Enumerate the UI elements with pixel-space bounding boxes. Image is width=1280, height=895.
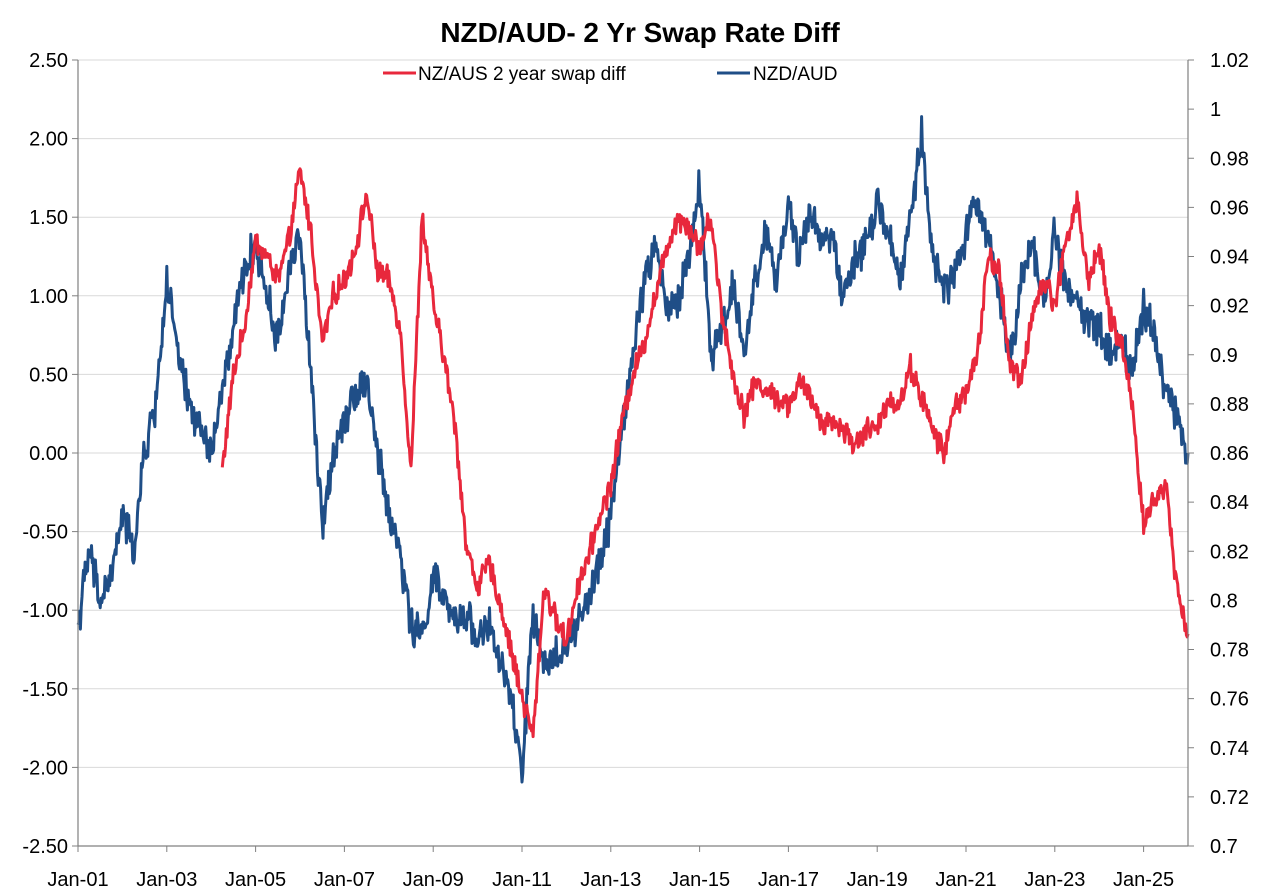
- x-axis-tick-label: Jan-11: [492, 869, 552, 891]
- legend: NZ/AUS 2 year swap diff NZD/AUD: [383, 64, 837, 85]
- left-axis-tick-label: 1.50: [29, 207, 68, 229]
- right-axis-tick-label: 0.78: [1210, 640, 1249, 662]
- x-axis-tick-label: Jan-25: [1113, 869, 1174, 891]
- x-axis-tick-label: Jan-21: [935, 869, 996, 891]
- legend-label: NZ/AUS 2 year swap diff: [418, 64, 626, 85]
- right-axis-tick-label: 0.76: [1210, 689, 1249, 711]
- legend-label: NZD/AUD: [753, 64, 837, 85]
- left-axis-tick-label: 2.50: [29, 50, 68, 72]
- x-axis-tick-label: Jan-05: [225, 869, 286, 891]
- x-axis-tick-label: Jan-01: [47, 869, 108, 891]
- right-axis-tick-label: 0.84: [1210, 492, 1249, 514]
- right-axis-tick-label: 0.94: [1210, 247, 1249, 269]
- x-axis-tick-label: Jan-19: [847, 869, 908, 891]
- right-axis-tick-label: 0.88: [1210, 394, 1249, 416]
- left-axis-tick-label: -2.50: [22, 836, 68, 858]
- left-axis-tick-label: -1.00: [22, 600, 68, 622]
- right-axis-tick-label: 0.7: [1210, 836, 1238, 858]
- x-axis-tick-label: Jan-07: [314, 869, 375, 891]
- right-axis-tick-label: 0.72: [1210, 787, 1249, 809]
- left-axis-tick-label: -0.50: [22, 522, 68, 544]
- right-axis-tick-label: 0.74: [1210, 738, 1249, 760]
- left-axis-tick-label: 2.00: [29, 129, 68, 151]
- series-layer: [76, 115, 1190, 784]
- left-axis-tick-label: 0.00: [29, 443, 68, 465]
- right-axis-tick-label: 0.86: [1210, 443, 1249, 465]
- right-axis-tick-label: 0.98: [1210, 148, 1249, 170]
- x-axis-tick-label: Jan-03: [136, 869, 197, 891]
- chart-title: NZD/AUD- 2 Yr Swap Rate Diff: [440, 17, 840, 48]
- left-axis-tick-label: 0.50: [29, 364, 68, 386]
- right-axis-tick-label: 1: [1210, 99, 1221, 121]
- right-axis-tick-label: 0.82: [1210, 541, 1249, 563]
- x-axis-tick-label: Jan-13: [580, 869, 641, 891]
- axes: 2.50 2.00 1.50 1.00 0.50 0.00 -0.50 -1.00 -1.50 -…: [22, 50, 1249, 891]
- x-axis-tick-label: Jan-23: [1024, 869, 1085, 891]
- right-axis-tick-label: 1.02: [1210, 50, 1249, 72]
- right-axis-tick-label: 0.92: [1210, 296, 1249, 318]
- series-line-nzd-aud: [76, 115, 1190, 784]
- left-axis-tick-label: 1.00: [29, 286, 68, 308]
- left-axis-tick-label: -1.50: [22, 679, 68, 701]
- x-axis-tick-label: Jan-15: [669, 869, 730, 891]
- gridlines: [78, 59, 1188, 768]
- right-axis-tick-label: 0.96: [1210, 197, 1249, 219]
- left-axis-tick-label: -2.00: [22, 757, 68, 779]
- x-axis-tick-label: Jan-09: [403, 869, 464, 891]
- series-line-swap-diff: [220, 167, 1190, 739]
- right-axis-tick-label: 0.8: [1210, 590, 1238, 612]
- right-axis-tick-label: 0.9: [1210, 345, 1238, 367]
- x-axis-tick-label: Jan-17: [758, 869, 819, 891]
